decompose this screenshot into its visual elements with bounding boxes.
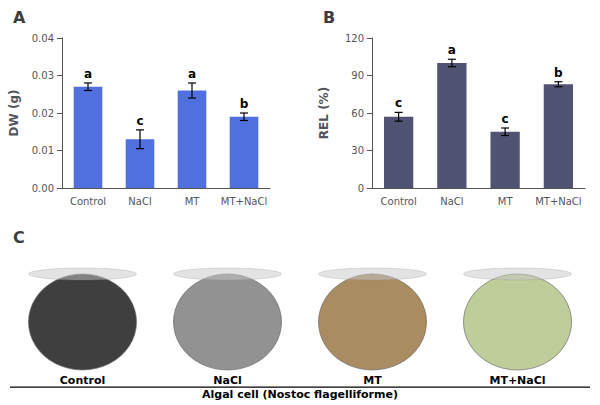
svg-text:c: c [395, 96, 402, 110]
svg-text:MT+NaCl: MT+NaCl [221, 196, 267, 207]
svg-text:MT: MT [185, 196, 201, 207]
svg-text:b: b [554, 66, 563, 80]
svg-text:A: A [13, 8, 26, 27]
svg-text:Algal cell (Nostoc flagellifor: Algal cell (Nostoc flagelliforme) [202, 388, 398, 401]
svg-text:a: a [188, 67, 196, 81]
svg-text:0.02: 0.02 [32, 108, 54, 119]
svg-text:c: c [136, 114, 143, 128]
svg-text:MT: MT [363, 374, 382, 387]
svg-text:Control: Control [70, 196, 106, 207]
svg-text:c: c [502, 112, 509, 126]
svg-text:0.01: 0.01 [32, 145, 54, 156]
svg-text:C: C [13, 228, 25, 247]
svg-text:MT+NaCl: MT+NaCl [489, 374, 545, 387]
svg-text:60: 60 [351, 108, 364, 119]
svg-text:Control: Control [381, 196, 417, 207]
svg-text:0.03: 0.03 [32, 70, 54, 81]
svg-text:Control: Control [60, 374, 105, 387]
svg-text:NaCl: NaCl [213, 374, 241, 387]
svg-text:90: 90 [351, 70, 364, 81]
svg-text:MT+NaCl: MT+NaCl [535, 196, 581, 207]
svg-text:B: B [323, 8, 335, 27]
svg-text:NaCl: NaCl [440, 196, 463, 207]
svg-text:0.04: 0.04 [32, 33, 54, 44]
svg-text:DW (g): DW (g) [7, 90, 21, 137]
svg-text:120: 120 [345, 33, 364, 44]
svg-text:0.00: 0.00 [32, 183, 54, 194]
svg-text:0: 0 [358, 183, 364, 194]
svg-text:b: b [240, 97, 249, 111]
svg-text:a: a [84, 67, 92, 81]
svg-text:30: 30 [351, 145, 364, 156]
svg-text:MT: MT [498, 196, 514, 207]
svg-text:NaCl: NaCl [128, 196, 151, 207]
svg-text:REL (%): REL (%) [317, 87, 331, 139]
svg-text:a: a [448, 43, 456, 57]
